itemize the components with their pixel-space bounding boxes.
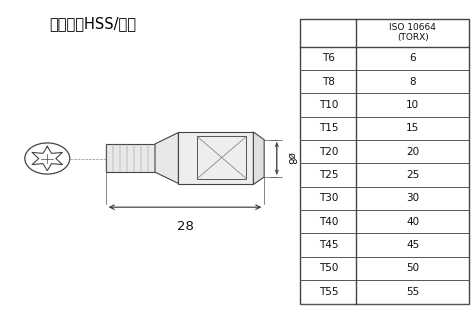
Text: 6: 6 bbox=[410, 53, 416, 63]
FancyBboxPatch shape bbox=[106, 144, 155, 172]
Text: T30: T30 bbox=[319, 193, 338, 203]
Text: 45: 45 bbox=[406, 240, 419, 250]
Text: ø8: ø8 bbox=[286, 152, 296, 165]
Text: 50: 50 bbox=[406, 263, 419, 274]
Text: T8: T8 bbox=[322, 77, 335, 86]
FancyBboxPatch shape bbox=[300, 19, 469, 304]
Text: 40: 40 bbox=[406, 217, 419, 227]
Text: T10: T10 bbox=[319, 100, 338, 110]
Text: T45: T45 bbox=[319, 240, 338, 250]
Text: 55: 55 bbox=[406, 287, 419, 297]
Text: T15: T15 bbox=[319, 123, 338, 133]
Text: T25: T25 bbox=[319, 170, 338, 180]
Text: T6: T6 bbox=[322, 53, 335, 63]
Text: 28: 28 bbox=[177, 220, 193, 233]
FancyBboxPatch shape bbox=[178, 132, 254, 184]
Polygon shape bbox=[155, 133, 178, 183]
Text: 25: 25 bbox=[406, 170, 419, 180]
Polygon shape bbox=[254, 132, 264, 184]
Text: 沖材質：HSS/鎢鋼: 沖材質：HSS/鎢鋼 bbox=[50, 16, 137, 31]
Text: T40: T40 bbox=[319, 217, 338, 227]
Text: 20: 20 bbox=[406, 147, 419, 157]
Text: 10: 10 bbox=[406, 100, 419, 110]
Text: 30: 30 bbox=[406, 193, 419, 203]
Text: T20: T20 bbox=[319, 147, 338, 157]
Text: 8: 8 bbox=[410, 77, 416, 86]
Text: T50: T50 bbox=[319, 263, 338, 274]
Text: T55: T55 bbox=[319, 287, 338, 297]
Text: 15: 15 bbox=[406, 123, 419, 133]
Text: ISO 10664
(TORX): ISO 10664 (TORX) bbox=[389, 23, 436, 43]
